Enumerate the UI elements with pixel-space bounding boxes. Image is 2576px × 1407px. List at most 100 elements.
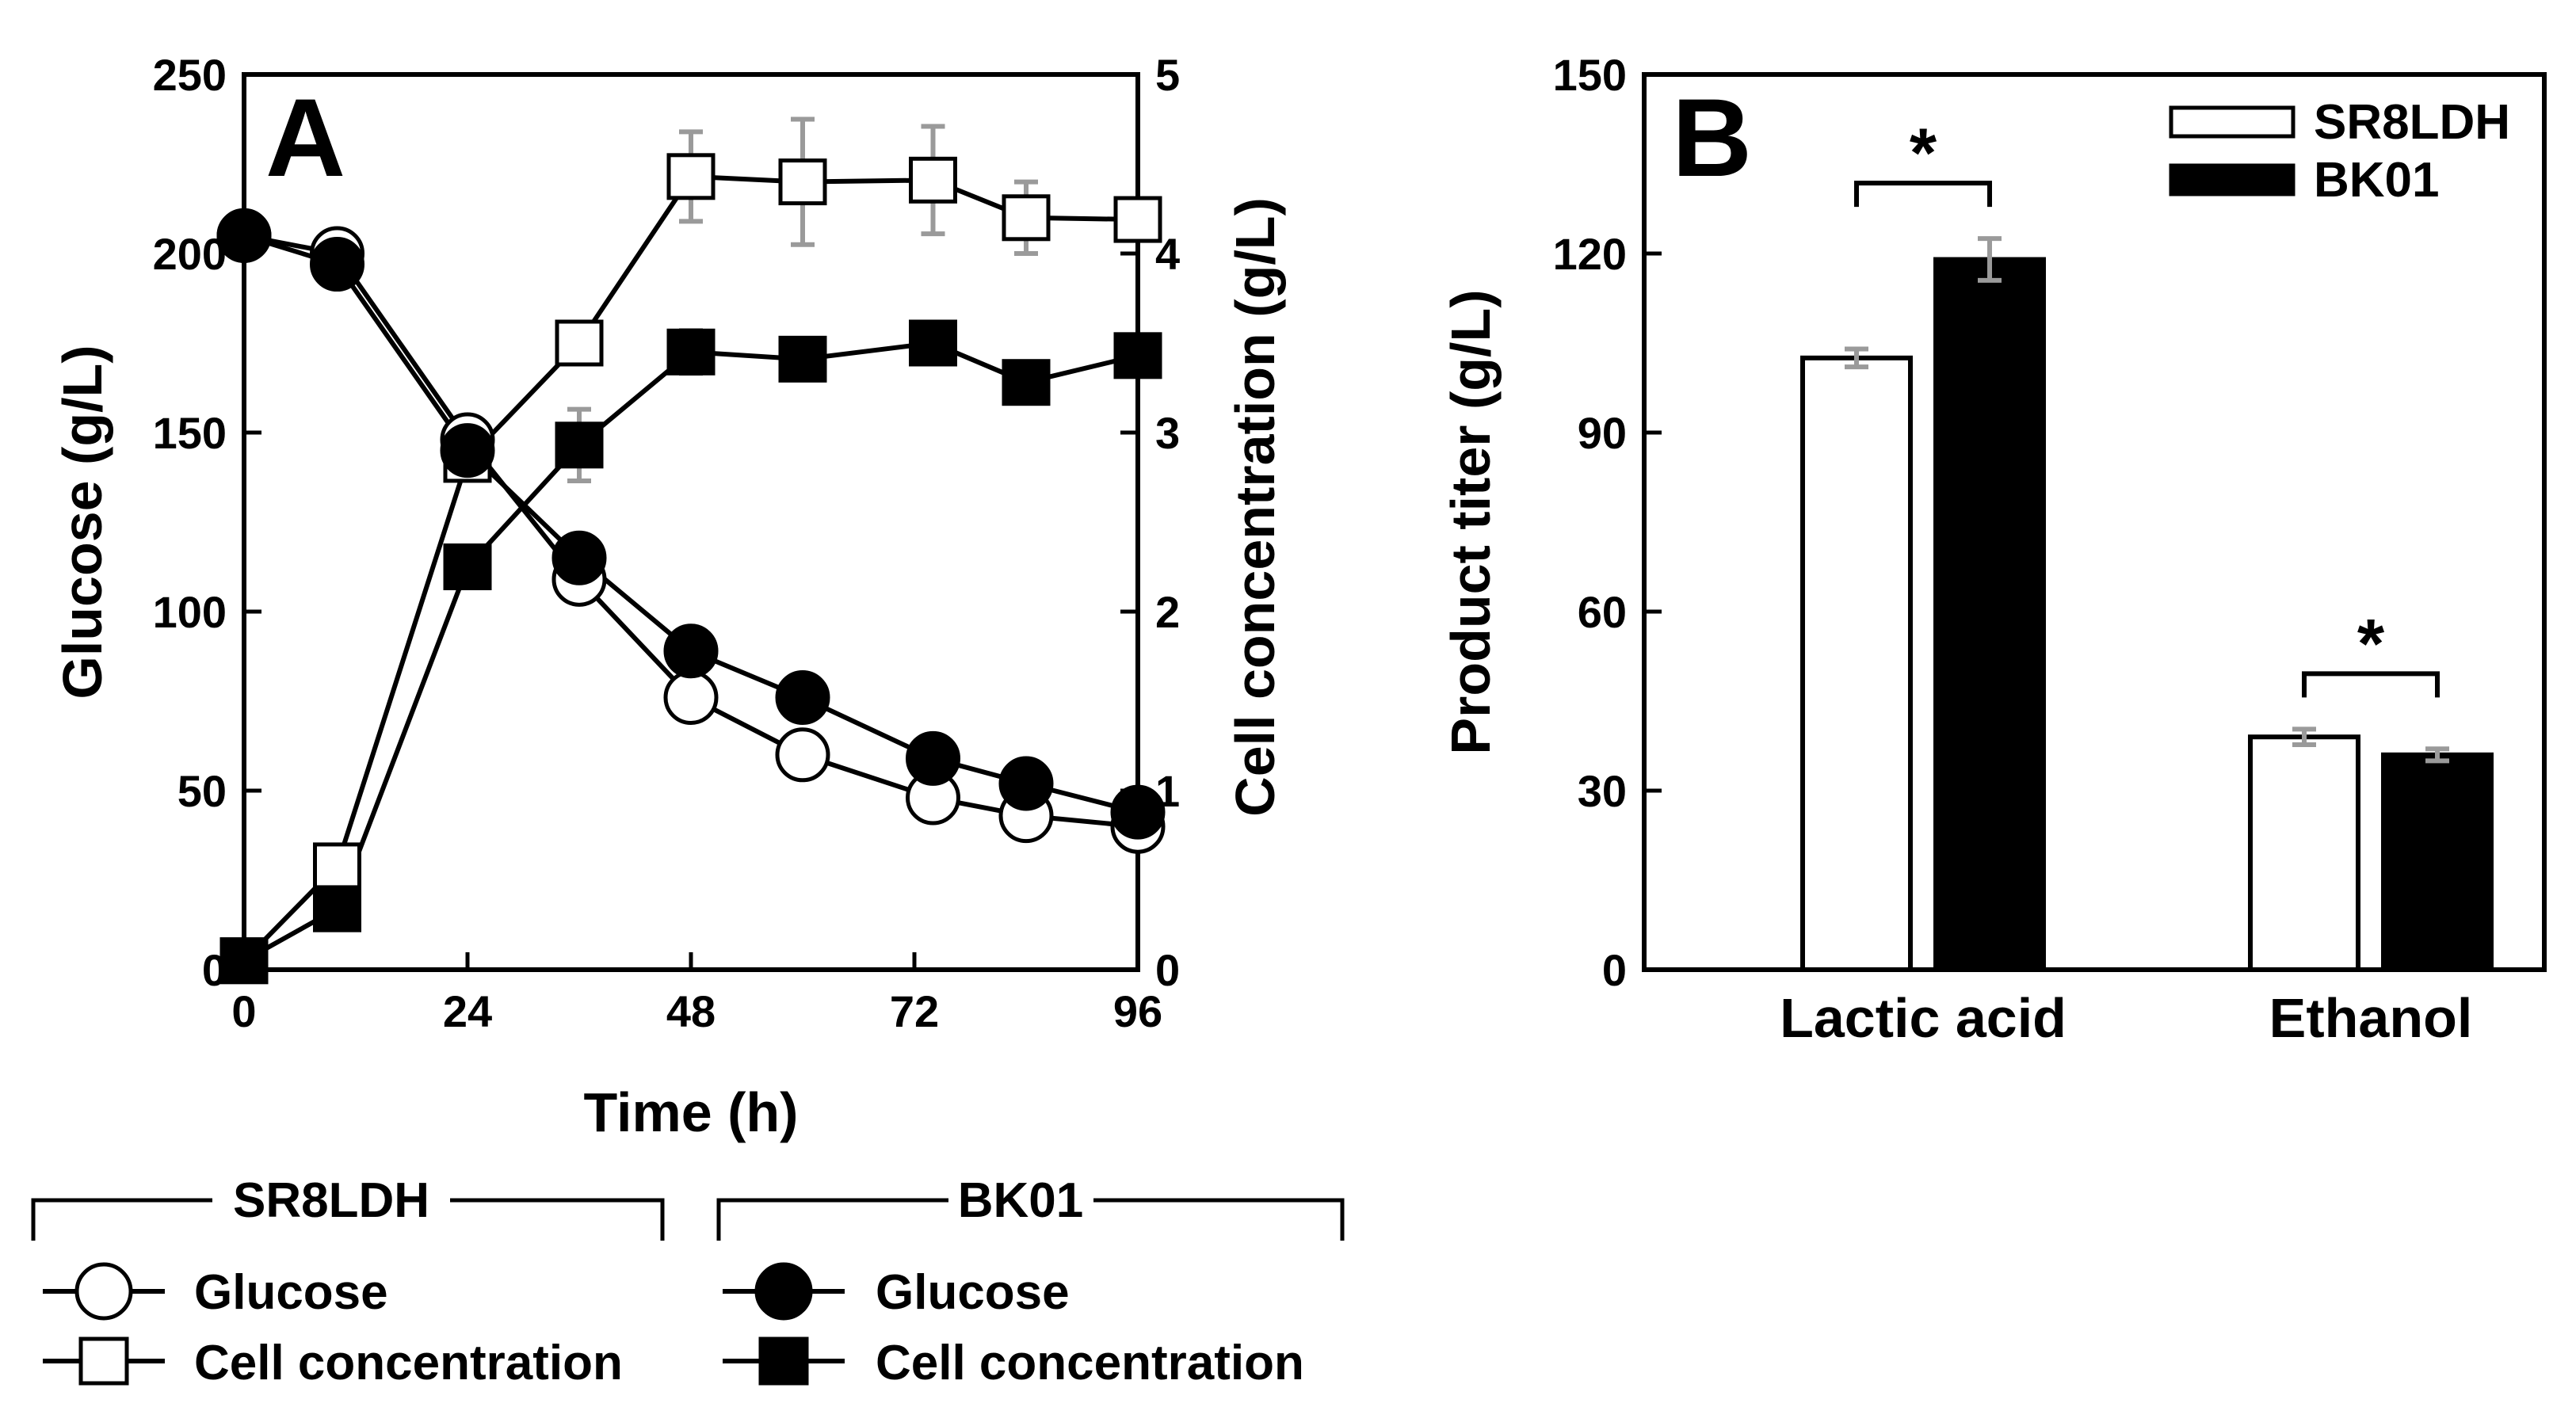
significance-bracket: * — [1854, 113, 1992, 208]
y-tick-label: 150 — [1553, 50, 1627, 100]
chart-a-y2-axis-title: Cell concentration (g/L) — [1224, 197, 1286, 817]
series-line-sr8ldh-cell-concentration — [242, 173, 1139, 963]
legend-label-sr8ldh-glucose: Glucose — [194, 1265, 388, 1320]
panel-b-letter: B — [1672, 75, 1752, 200]
error-bar — [2425, 746, 2449, 764]
y-tick-label: 90 — [1578, 408, 1627, 458]
legend-label-sr8ldh: SR8LDH — [2314, 95, 2510, 150]
filled-bar-swatch-icon — [2169, 163, 2296, 196]
data-point-bk01-glucose — [310, 237, 364, 292]
data-point-bk01-cell-concentration — [1113, 332, 1162, 379]
legend-label-bk01-cell-concentration: Cell concentration — [876, 1336, 1304, 1390]
significance-bracket: * — [2302, 604, 2440, 698]
data-point-sr8ldh-glucose — [775, 727, 830, 783]
legend-item-sr8ldh-glucose: Glucose — [43, 1262, 388, 1321]
data-point-bk01-glucose — [551, 530, 607, 585]
data-point-bk01-cell-concentration — [1002, 359, 1051, 406]
bar-sr8ldh-ethanol — [2248, 734, 2360, 972]
open-circle-marker-icon — [74, 1262, 133, 1321]
data-point-bk01-glucose — [663, 623, 719, 679]
data-point-bk01-glucose — [1110, 784, 1166, 840]
data-point-sr8ldh-cell-concentration — [1002, 194, 1051, 242]
error-bar — [1978, 236, 2002, 283]
legend-item-sr8ldh-cell-concentration: Cell concentration — [43, 1336, 623, 1390]
chart-panel-b: B * * 0 30 60 90 120 150 Lactic acid Ethanol Pro… — [1440, 50, 2547, 1049]
x-category-label: Ethanol — [2269, 987, 2473, 1049]
legend-group-bracket-bk01 — [716, 1198, 1345, 1241]
bar-sr8ldh-lactic-acid — [1800, 355, 1913, 973]
legend-label-sr8ldh-cell-concentration: Cell concentration — [194, 1336, 623, 1390]
bar-bk01-lactic-acid — [1933, 257, 2046, 972]
y-tick-label: 200 — [153, 229, 227, 279]
data-point-bk01-cell-concentration — [443, 543, 492, 590]
chart-b-y-axis-title: Product titer (g/L) — [1440, 289, 1502, 754]
data-point-bk01-glucose — [775, 669, 830, 725]
significance-bracket-line — [1854, 181, 1992, 208]
data-point-sr8ldh-cell-concentration — [909, 156, 957, 204]
data-point-bk01-cell-concentration — [666, 328, 716, 376]
y-tick-label: 120 — [1553, 229, 1627, 279]
x-tick-label: 24 — [443, 986, 492, 1036]
y2-tick-label: 0 — [1155, 945, 1180, 995]
data-point-sr8ldh-glucose — [663, 669, 719, 725]
y-tick-label: 30 — [1578, 766, 1627, 816]
legend-group-title-sr8ldh: SR8LDH — [233, 1173, 429, 1228]
legend-item-bk01-glucose: Glucose — [723, 1262, 1070, 1321]
y2-tick-label: 3 — [1155, 408, 1180, 458]
data-point-sr8ldh-cell-concentration — [313, 842, 361, 890]
y2-tick-label: 4 — [1155, 229, 1180, 279]
open-bar-swatch-icon — [2169, 105, 2296, 139]
data-point-sr8ldh-cell-concentration — [1113, 196, 1162, 243]
y2-tick-label: 5 — [1155, 50, 1180, 100]
open-square-marker-icon — [78, 1336, 129, 1386]
error-bar — [1845, 346, 1868, 370]
legend-group-bracket-sr8ldh — [31, 1198, 665, 1241]
data-point-bk01-cell-concentration — [219, 937, 269, 985]
legend-label-bk01-glucose: Glucose — [876, 1265, 1070, 1320]
x-tick-label: 72 — [890, 986, 939, 1036]
legend-item-bk01-cell-concentration: Cell concentration — [723, 1336, 1304, 1390]
chart-a-legend: SR8LDH BK01 Glucose Cell concentration G… — [31, 1173, 1345, 1390]
data-point-bk01-glucose — [440, 423, 495, 479]
chart-a-x-axis-title: Time (h) — [584, 1081, 799, 1143]
significance-asterisk: * — [1910, 113, 1937, 192]
y-tick-label: 50 — [177, 766, 227, 816]
legend-item-sr8ldh: SR8LDH — [2169, 95, 2510, 150]
data-point-bk01-cell-concentration — [778, 335, 827, 383]
legend-group-title-bk01: BK01 — [958, 1173, 1084, 1228]
legend-label-bk01: BK01 — [2314, 153, 2440, 208]
data-point-sr8ldh-cell-concentration — [666, 153, 716, 200]
y-tick-label: 60 — [1578, 587, 1627, 637]
filled-circle-marker-icon — [754, 1262, 813, 1321]
y-tick-label: 0 — [1602, 945, 1627, 995]
x-tick-label: 0 — [231, 986, 256, 1036]
y-tick-label: 100 — [153, 587, 227, 637]
data-point-bk01-cell-concentration — [313, 885, 361, 932]
series-line-bk01-glucose — [243, 233, 1139, 815]
data-point-bk01-glucose — [998, 756, 1054, 811]
filled-square-marker-icon — [758, 1336, 809, 1386]
chart-b-plot-frame — [1642, 72, 2547, 972]
data-point-bk01-cell-concentration — [555, 421, 604, 469]
significance-asterisk: * — [2357, 604, 2385, 682]
y2-tick-label: 1 — [1155, 766, 1180, 816]
significance-bracket-line — [2302, 671, 2440, 698]
x-category-label: Lactic acid — [1780, 987, 2067, 1049]
x-tick-label: 96 — [1113, 986, 1162, 1036]
panel-a-letter: A — [265, 75, 345, 200]
y-tick-label: 0 — [202, 945, 227, 995]
chart-b-legend: SR8LDH BK01 — [2169, 95, 2510, 208]
y2-tick-label: 2 — [1155, 587, 1180, 637]
data-point-bk01-glucose — [906, 730, 960, 786]
error-bar — [2292, 726, 2316, 747]
data-point-sr8ldh-cell-concentration — [778, 158, 827, 206]
y-tick-label: 250 — [153, 50, 227, 100]
x-tick-label: 48 — [666, 986, 716, 1036]
chart-a-y-axis-title: Glucose (g/L) — [52, 345, 113, 699]
legend-item-bk01: BK01 — [2169, 153, 2440, 208]
bar-bk01-ethanol — [2381, 752, 2494, 972]
y-tick-label: 150 — [153, 408, 227, 458]
data-point-bk01-cell-concentration — [909, 319, 957, 367]
